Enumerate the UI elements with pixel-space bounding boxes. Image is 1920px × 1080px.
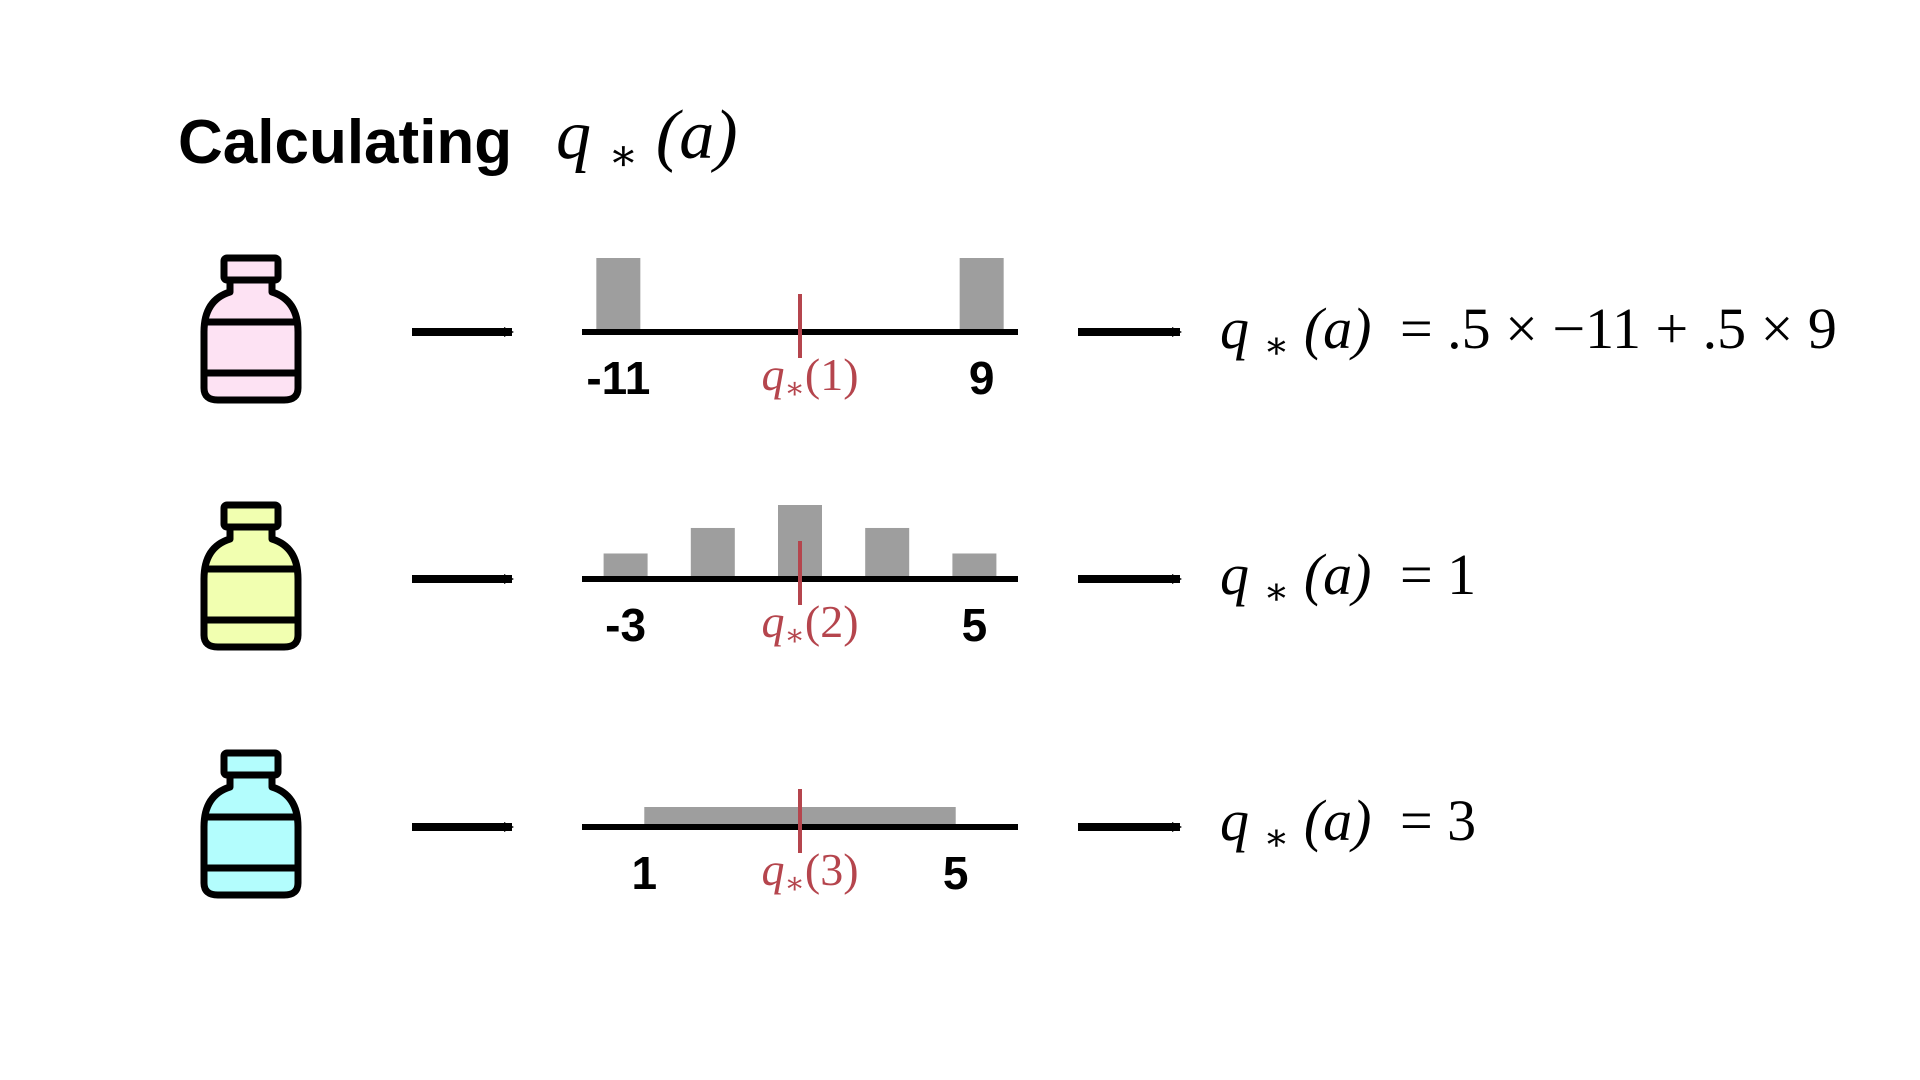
- result-equation-1: q ∗ (a) = .5 × −11 + .5 × 9: [1220, 296, 1837, 371]
- result-subscript: ∗: [1264, 571, 1290, 613]
- distribution-chart-1: -11 9 q∗(1): [582, 258, 1018, 405]
- title-math-argument: (a): [656, 97, 738, 174]
- mean-label-subscript: ∗: [784, 619, 804, 652]
- probability-bar: [603, 553, 648, 579]
- mean-label-symbol: q: [761, 349, 784, 400]
- probability-bar: [959, 258, 1004, 332]
- title-text: Calculating: [178, 108, 512, 177]
- tick-label: 9: [969, 352, 995, 404]
- mean-label-argument: (2): [805, 596, 859, 647]
- result-argument: (a): [1304, 542, 1372, 607]
- probability-bar: [952, 553, 997, 579]
- title-math-subscript: ∗: [609, 131, 639, 180]
- result-rhs: = 3: [1400, 788, 1476, 853]
- tick-label: -3: [605, 599, 646, 651]
- cyan-bottle-icon: [200, 749, 302, 899]
- distribution-chart-2: -3 5 q∗(2): [582, 505, 1018, 652]
- result-argument: (a): [1304, 788, 1372, 853]
- probability-bar: [865, 527, 910, 579]
- distribution-chart-3: 1 5 q∗(3): [582, 789, 1018, 900]
- tick-label: 5: [962, 599, 988, 651]
- pink-bottle-icon: [200, 254, 302, 404]
- bottle-body: [200, 523, 302, 651]
- mean-label-subscript: ∗: [784, 867, 804, 900]
- title-math-symbol: q: [556, 97, 591, 174]
- result-subscript: ∗: [1264, 817, 1290, 859]
- mean-label-subscript: ∗: [784, 372, 804, 405]
- probability-bar: [596, 258, 641, 332]
- mean-label: q∗(1): [761, 349, 858, 405]
- mean-label-argument: (3): [805, 844, 859, 895]
- result-symbol: q: [1220, 296, 1249, 361]
- slide-title: Calculating q ∗ (a): [178, 97, 738, 186]
- mean-label-argument: (1): [805, 349, 859, 400]
- result-symbol: q: [1220, 788, 1249, 853]
- row-3: 1 5q∗(3) q ∗ (a) = 3: [200, 749, 1476, 900]
- result-rhs: = .5 × −11 + .5 × 9: [1400, 296, 1837, 361]
- mean-label: q∗(2): [761, 596, 858, 652]
- probability-bar: [690, 527, 735, 579]
- yellow-bottle-icon: [200, 501, 302, 651]
- bottle-body: [200, 771, 302, 899]
- bottle-body: [200, 276, 302, 404]
- result-equation-3: q ∗ (a) = 3: [1220, 788, 1476, 863]
- result-symbol: q: [1220, 542, 1249, 607]
- mean-label-symbol: q: [761, 844, 784, 895]
- result-rhs: = 1: [1400, 542, 1476, 607]
- tick-label: -11: [586, 352, 650, 404]
- mean-label-symbol: q: [761, 596, 784, 647]
- result-equation-2: q ∗ (a) = 1: [1220, 542, 1476, 617]
- tick-label: 1: [631, 847, 657, 899]
- mean-label: q∗(3): [761, 844, 858, 900]
- result-subscript: ∗: [1264, 325, 1290, 367]
- title-math: q ∗ (a): [556, 97, 738, 186]
- row-2: -3 5q∗(2) q ∗ (a) = 1: [200, 501, 1476, 652]
- result-argument: (a): [1304, 296, 1372, 361]
- row-1: -11 9q∗(1) q ∗ (a) = .5 × −11 + .5 × 9: [200, 254, 1837, 405]
- tick-label: 5: [943, 847, 969, 899]
